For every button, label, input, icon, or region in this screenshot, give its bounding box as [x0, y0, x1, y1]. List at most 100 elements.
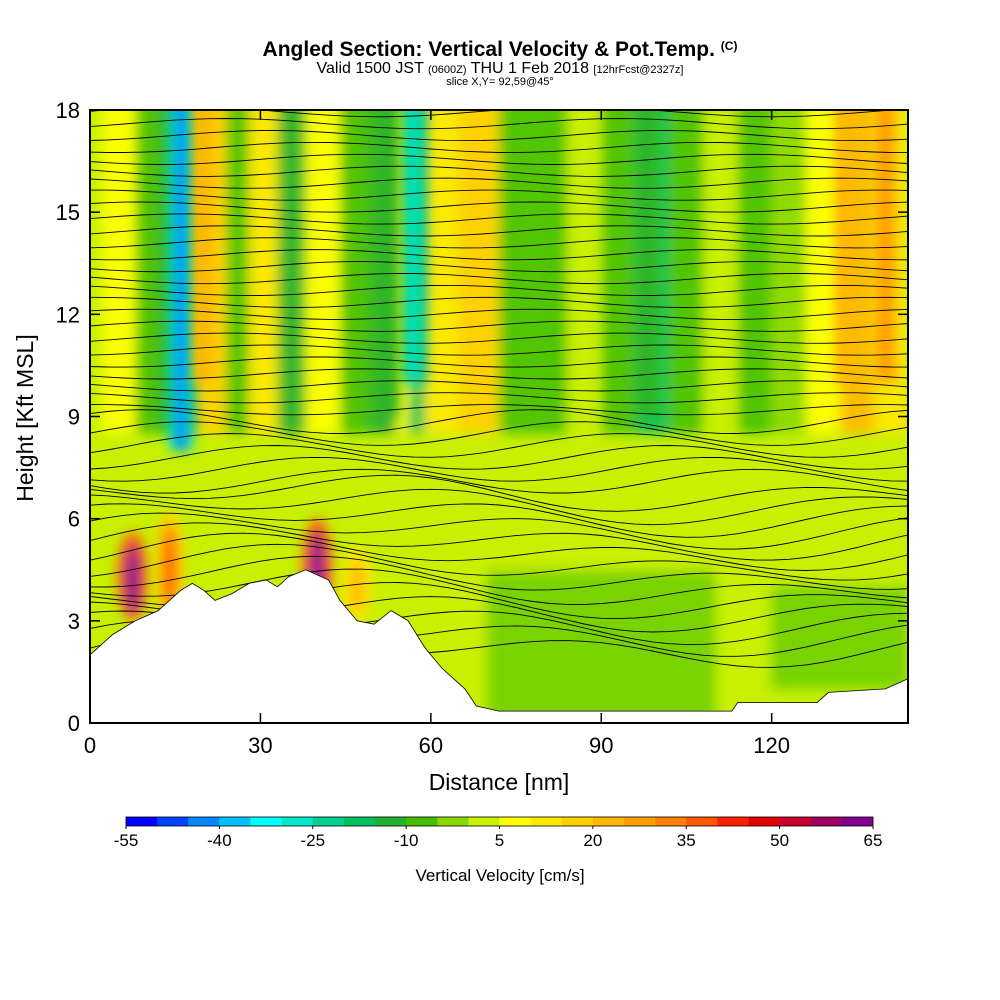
- x-axis: 0 30 60 90 120: [84, 110, 790, 758]
- theta-contour: [90, 488, 908, 526]
- theta-contour: [90, 225, 908, 237]
- theta-contour: [90, 284, 908, 297]
- velocity-band: [567, 110, 602, 434]
- colorbar-swatch: [592, 817, 625, 826]
- velocity-band: [805, 110, 840, 434]
- colorbar-swatch: [686, 817, 718, 826]
- colorbar-label: 20: [583, 831, 602, 850]
- colorbar-label: 35: [677, 831, 696, 850]
- theta-contour: [90, 356, 908, 368]
- theta-contour: [90, 332, 908, 344]
- velocity-band: [305, 110, 340, 434]
- theta-contour: [90, 468, 908, 494]
- colorbar-label: 5: [495, 831, 504, 850]
- downdraft-core: [168, 110, 193, 451]
- colorbar-swatch: [655, 817, 687, 826]
- colorbar-swatch: [219, 817, 251, 826]
- colorbar-swatch: [561, 817, 594, 826]
- x-tick-label: 60: [419, 733, 443, 758]
- colorbar-label: -40: [207, 831, 232, 850]
- slice-info: slice X,Y= 92,59@45°: [446, 76, 554, 88]
- theta-contour: [90, 95, 908, 105]
- chart-title: Angled Section: Vertical Velocity & Pot.…: [0, 34, 1000, 62]
- y-tick-label: 9: [68, 405, 80, 430]
- theta-contour: [90, 404, 908, 416]
- y-tick-label: 6: [68, 507, 80, 532]
- theta-contour: [90, 153, 908, 165]
- velocity-band: [135, 110, 159, 434]
- colorbar-swatch: [748, 817, 780, 826]
- updraft-core: [835, 110, 856, 383]
- forecast-info: [12hrFcst@2327z]: [593, 64, 684, 76]
- x-tick-label: 120: [753, 733, 790, 758]
- theta-contour: [90, 83, 908, 93]
- colorbar-swatch: [779, 817, 812, 826]
- updraft-core: [466, 110, 487, 383]
- valid-time-utc: (0600Z): [428, 64, 467, 76]
- theta-contour: [90, 320, 908, 332]
- velocity-band: [101, 110, 136, 434]
- velocity-patch: [771, 586, 908, 689]
- velocity-band: [601, 110, 636, 434]
- theta-contour: [90, 201, 908, 213]
- y-axis: 0 3 6 9 12 15 18: [56, 98, 908, 736]
- colorbar-swatch: [437, 817, 469, 826]
- theta-contour: [90, 308, 908, 320]
- colorbar: -55 -40 -25 -10 5 20 35 50 65: [114, 816, 883, 850]
- colorbar-label: -10: [394, 831, 419, 850]
- colorbar-swatch: [343, 817, 376, 826]
- terrain-shape: [89, 569, 909, 724]
- title-block: Angled Section: Vertical Velocity & Pot.…: [0, 34, 1000, 88]
- velocity-patch: [487, 569, 715, 723]
- colorbar-title: Vertical Velocity [cm/s]: [415, 866, 584, 885]
- y-tick-label: 3: [68, 609, 80, 634]
- chart-title-text: Angled Section: Vertical Velocity & Pot.…: [262, 38, 715, 61]
- theta-contour: [90, 237, 908, 249]
- colorbar-swatch: [530, 817, 563, 826]
- velocity-band: [425, 110, 460, 434]
- colorbar-label: -55: [114, 831, 139, 850]
- velocity-band: [499, 110, 534, 434]
- updraft-core: [193, 110, 214, 383]
- theta-contour: [90, 380, 908, 392]
- chart-title-unit: (C): [720, 39, 738, 53]
- theta-contour: [90, 409, 908, 434]
- y-tick-label: 15: [56, 200, 80, 225]
- colorbar-swatch: [375, 817, 407, 826]
- theta-contour: [90, 433, 908, 458]
- theta-contour: [90, 118, 908, 130]
- theta-contour: [90, 568, 908, 605]
- velocity-band: [533, 110, 568, 434]
- colorbar-swatch: [406, 817, 438, 826]
- colorbar-swatch: [250, 817, 282, 826]
- valid-time-local: Valid 1500 JST: [316, 60, 424, 77]
- theta-contour: [90, 165, 908, 177]
- colorbar-swatch: [281, 817, 314, 826]
- theta-contour: [90, 512, 908, 550]
- theta-contour: [90, 296, 908, 308]
- velocity-band: [703, 110, 738, 434]
- theta-contour: [90, 421, 908, 446]
- valid-time: Valid 1500 JST (0600Z) THU 1 Feb 2018 [1…: [0, 60, 1000, 77]
- theta-contour: [90, 532, 908, 571]
- colorbar-swatch: [188, 817, 220, 826]
- colorbar-swatch: [312, 817, 345, 826]
- colorbar-swatch: [157, 817, 189, 826]
- y-tick-label: 0: [68, 711, 80, 736]
- updraft-core: [117, 532, 148, 621]
- colorbar-label: 65: [864, 831, 883, 850]
- theta-contour: [90, 141, 908, 154]
- theta-contour: [90, 392, 908, 404]
- x-axis-label: Distance [nm]: [429, 769, 570, 795]
- theta-contour: [90, 344, 908, 356]
- theta-contour: [90, 213, 908, 225]
- valid-date: THU 1 Feb 2018: [470, 60, 589, 77]
- terrain-mask: [89, 569, 909, 724]
- colorbar-swatch: [126, 817, 158, 826]
- velocity-band: [226, 110, 250, 434]
- theta-contour: [90, 445, 908, 470]
- velocity-band: [339, 110, 369, 434]
- theta-contour: [90, 273, 908, 285]
- colorbar-swatch: [624, 817, 656, 826]
